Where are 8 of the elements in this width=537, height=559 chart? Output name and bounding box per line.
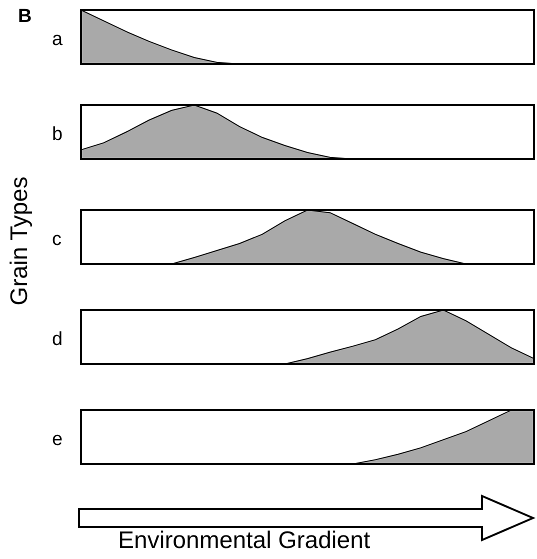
text: b <box>52 124 63 146</box>
text: d <box>52 329 63 351</box>
text: a <box>52 29 63 51</box>
text: B <box>18 6 32 28</box>
text: e <box>52 429 63 451</box>
x-axis-title: Environmental Gradient <box>118 527 370 555</box>
text: Grain Types <box>6 176 34 306</box>
text: c <box>52 229 62 251</box>
